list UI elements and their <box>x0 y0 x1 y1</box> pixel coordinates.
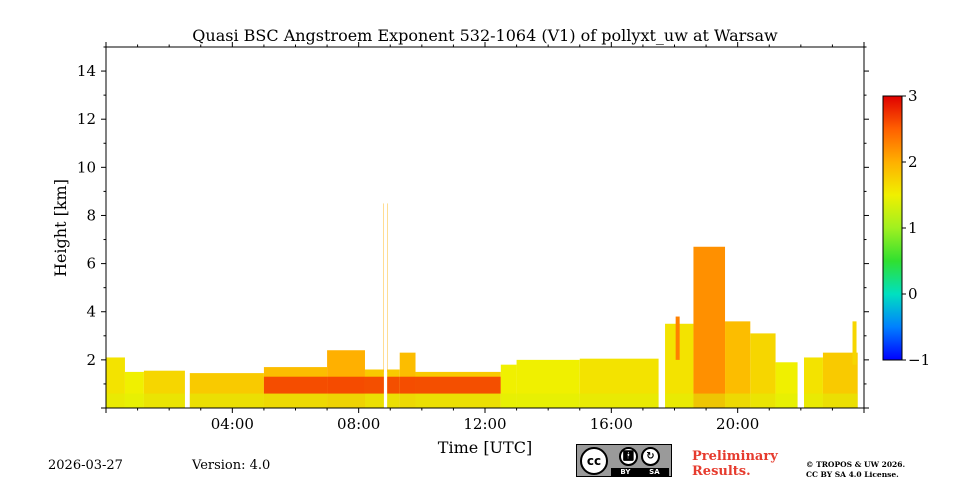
ground-layer <box>803 393 823 408</box>
x-tick-label: 12:00 <box>463 415 506 433</box>
colorbar-tick-label: 2 <box>908 153 918 171</box>
aerosol-band <box>263 376 328 394</box>
aerosol-band <box>415 376 501 394</box>
ground-layer <box>399 393 416 408</box>
ground-layer <box>143 393 185 408</box>
attribution-icon: 🚹︎ <box>619 447 638 466</box>
colorbar <box>882 95 903 361</box>
plot-area <box>106 47 858 408</box>
creative-commons-icon: cc <box>580 447 608 475</box>
colorbar-tick-label: 1 <box>908 219 918 237</box>
aerosol-band <box>399 376 416 394</box>
x-tick-label: 20:00 <box>716 415 759 433</box>
ground-layer <box>750 393 776 408</box>
ground-layer <box>106 393 125 408</box>
ground-layer <box>415 393 501 408</box>
ground-layer <box>500 393 517 408</box>
x-axis-label: Time [UTC] <box>438 438 532 457</box>
copyright-notice: © TROPOS & UW 2026. CC BY SA 4.0 License… <box>806 460 905 480</box>
preliminary-line1: Preliminary <box>692 449 778 464</box>
ground-layer <box>725 393 751 408</box>
ground-layer <box>822 393 858 408</box>
license-sa-label: SA <box>649 468 660 476</box>
data-spike <box>852 321 857 365</box>
colorbar-tick-label: −1 <box>908 351 930 369</box>
aerosol-band <box>364 376 384 394</box>
data-blocks <box>106 246 858 408</box>
aerosol-band <box>387 376 400 394</box>
copyright-line2: CC BY SA 4.0 License. <box>806 470 899 479</box>
x-axis: 04:00 08:00 12:00 16:00 20:00 <box>105 42 865 433</box>
y-tick-label: 12 <box>77 110 96 128</box>
aerosol-band <box>327 376 365 394</box>
footer-date: 2026-03-27 <box>48 458 123 473</box>
ground-layer <box>263 393 328 408</box>
y-tick-label: 8 <box>86 206 96 224</box>
y-axis-label: Height [km] <box>51 179 70 277</box>
x-tick-label: 16:00 <box>590 415 633 433</box>
data-spike <box>675 316 680 360</box>
y-tick-label: 6 <box>86 255 96 273</box>
ground-layer <box>327 393 365 408</box>
colorbar-ticks: 3 2 1 0 −1 <box>902 87 930 369</box>
y-tick-label: 14 <box>77 62 96 80</box>
copyright-line1: © TROPOS & UW 2026. <box>806 460 906 469</box>
footer-version: Version: 4.0 <box>192 458 271 473</box>
ground-layer <box>579 393 659 408</box>
ground-layer <box>387 393 400 408</box>
data-block <box>693 246 726 408</box>
preliminary-line2: Results. <box>692 464 751 479</box>
share-alike-icon: ↻ <box>641 447 660 466</box>
ground-layer <box>665 393 694 408</box>
ground-layer <box>693 393 726 408</box>
ground-layer <box>775 393 798 408</box>
x-tick-label: 04:00 <box>211 415 254 433</box>
license-strip: BY SA <box>611 468 669 476</box>
data-spikes <box>184 47 857 408</box>
y-tick-label: 2 <box>86 351 96 369</box>
data-gap <box>797 47 804 408</box>
chart-title: Quasi BSC Angstroem Exponent 532-1064 (V… <box>192 26 778 45</box>
data-gap <box>658 47 666 408</box>
ground-layer <box>189 393 264 408</box>
colorbar-tick-label: 3 <box>908 87 918 105</box>
license-by-label: BY <box>620 468 631 476</box>
y-axis: 2 4 6 8 10 12 14 <box>77 46 869 409</box>
ground-layer <box>364 393 384 408</box>
y-tick-label: 10 <box>77 158 96 176</box>
ground-layer <box>124 393 144 408</box>
x-tick-label: 08:00 <box>337 415 380 433</box>
data-gap <box>184 47 190 408</box>
cc-license-badge: cc 🚹︎ ↻ BY SA <box>576 444 672 477</box>
preliminary-notice: Preliminary Results. <box>692 449 778 479</box>
ground-layer <box>516 393 580 408</box>
colorbar-tick-label: 0 <box>908 285 918 303</box>
data-gap <box>383 47 388 408</box>
y-tick-label: 4 <box>86 303 96 321</box>
